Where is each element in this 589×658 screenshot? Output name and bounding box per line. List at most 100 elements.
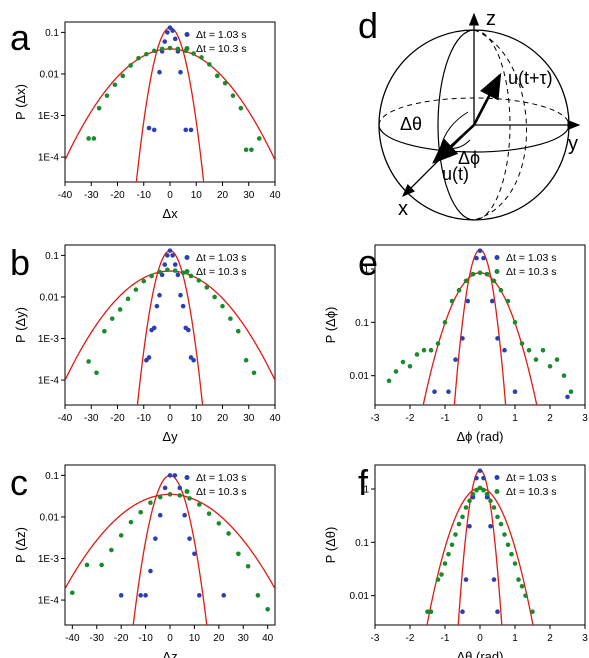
data-point [159,272,165,278]
data-point [216,521,222,526]
data-point [533,357,539,362]
data-point [243,357,249,363]
y-tick-label: 0.01 [40,512,60,523]
data-point [439,572,444,577]
data-point [159,46,165,52]
data-point [512,561,518,566]
vector-end-label: u(t+τ) [508,68,553,88]
x-tick-label: -3 [371,413,380,424]
data-point [245,563,251,569]
x-tick-label: -20 [114,633,129,644]
data-point [214,73,220,79]
legend-marker [184,489,190,494]
data-point [143,593,148,598]
data-point [474,475,479,481]
data-point [167,25,173,30]
data-point [226,531,231,536]
data-point [207,62,212,67]
x-tick-label: 0 [167,633,173,644]
x-tick-label: 0 [477,413,483,424]
data-point [526,347,532,353]
vector-start-label: u(t) [442,164,469,184]
legend-label: Δt = 1.03 s [506,472,557,484]
y-tick-label: 1 [363,265,369,276]
data-point [516,577,521,582]
legend-label: Δt = 10.3 s [196,486,247,498]
x-tick-label: 2 [547,633,553,644]
data-point [453,357,458,362]
y-tick-label: 0.01 [40,292,60,303]
data-point [491,278,497,284]
data-point [172,473,178,478]
data-point [146,125,152,131]
data-point [477,270,483,276]
y-axis-label: P (Δx) [13,84,28,120]
data-point [118,593,124,598]
data-point [519,583,525,589]
x-tick-label: -10 [138,633,153,644]
data-point [141,278,147,284]
theta-label: Δθ [400,114,422,134]
series-2 [86,267,257,376]
data-point [196,278,202,283]
legend-label: Δt = 1.03 s [196,29,247,41]
data-point [477,248,483,254]
x-tick-label: -40 [58,413,73,424]
meridian-2-back [473,29,527,221]
y-tick-label: 0.1 [45,471,59,482]
data-point [192,551,197,557]
data-point [182,512,187,518]
legend-marker [494,475,500,480]
fit-curve [65,493,275,589]
data-point [228,316,233,321]
data-point [109,316,115,321]
data-point [463,505,469,510]
legend-label: Δt = 10.3 s [506,486,557,498]
x-tick-label: -10 [137,413,152,424]
data-point [495,514,500,520]
x-tick-label: 20 [217,413,229,424]
data-point [153,536,158,541]
data-point [565,394,570,400]
data-point [505,298,511,304]
data-point [172,268,178,273]
data-point [128,519,134,525]
fit-curve [65,48,275,161]
series-1 [460,468,500,615]
legend-marker [184,46,190,51]
x-tick-label: 1 [512,633,518,644]
data-point [463,278,469,284]
x-tick-label: 3 [582,413,588,424]
data-point [191,51,196,56]
data-point [165,30,170,35]
y-axis-label: P (Δz) [13,527,28,563]
data-point [435,577,441,582]
data-point [435,341,441,346]
data-point [167,492,173,497]
data-point [432,389,437,395]
data-point [477,485,483,491]
data-point [197,502,202,507]
data-point [157,292,162,298]
data-point [465,298,471,304]
data-point [162,39,168,44]
data-point [523,593,528,598]
legend-marker [494,269,500,274]
x-tick-label: 20 [213,633,225,644]
panel-label-c: c [10,462,28,503]
y-tick-label: 0.01 [350,371,370,382]
sphere-diagram: z y x u(t+τ) u(t) Δθ Δϕ [378,8,581,221]
phi-label: Δϕ [458,148,480,168]
chart-a: -40 -30 -20 -10 0 10 20 30 40 0.1 0.01 1E-3 1E-4 Δx P … [13,21,281,221]
data-point [175,46,181,52]
data-point [446,551,451,557]
data-point [449,542,455,548]
y-tick-label: 1E-4 [38,596,60,607]
data-point [138,509,143,515]
y-tick-label: 1E-3 [38,334,60,345]
x-tick-label: -1 [441,633,450,644]
legend-marker [184,255,190,260]
data-point [187,536,192,541]
data-point [477,468,483,474]
data-point [220,303,225,309]
